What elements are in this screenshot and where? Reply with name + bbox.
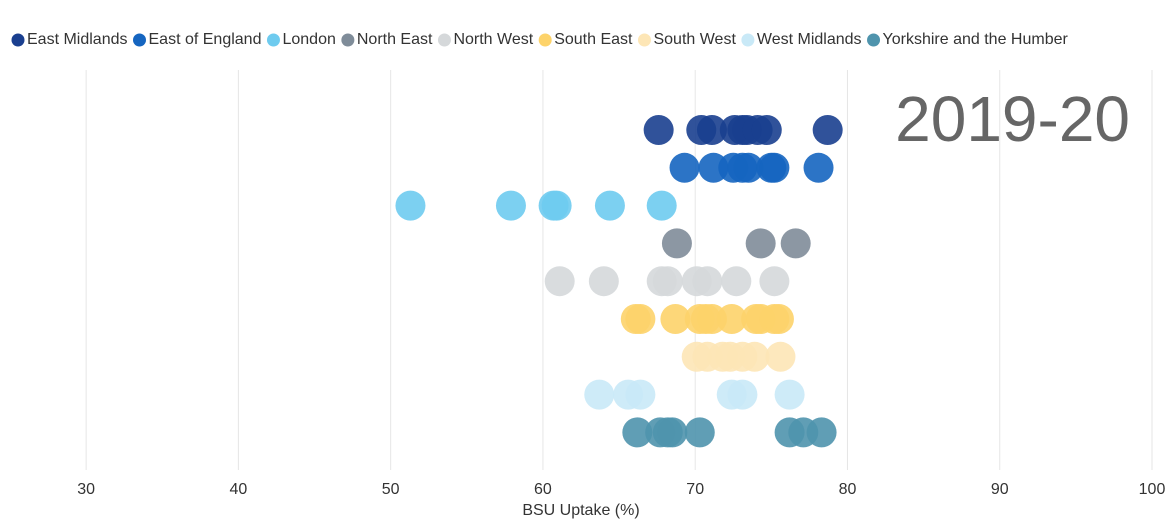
legend-swatch <box>266 33 280 47</box>
dot <box>759 152 790 183</box>
dot <box>643 115 674 145</box>
x-tick-label: 60 <box>534 481 552 498</box>
plot-area <box>85 70 1153 470</box>
dot <box>803 152 834 183</box>
dot <box>541 190 572 221</box>
legend-label: South East <box>554 31 633 48</box>
legend-label: East of England <box>149 31 262 48</box>
dot <box>780 228 811 259</box>
dot <box>625 304 656 334</box>
dot <box>669 152 700 183</box>
legend-swatch <box>637 33 651 47</box>
legend-swatch <box>341 33 355 47</box>
legend-swatch <box>437 33 451 47</box>
dot <box>806 417 837 448</box>
legend-label: West Midlands <box>757 31 862 48</box>
dot <box>594 190 625 221</box>
legend-swatch <box>867 33 881 47</box>
x-tick-label: 40 <box>230 481 248 498</box>
legend-label: South West <box>653 31 736 48</box>
dot <box>759 266 790 297</box>
x-tick-label: 70 <box>686 481 704 498</box>
dot <box>584 379 615 410</box>
dot <box>625 379 656 410</box>
x-axis-label: BSU Uptake (%) <box>522 502 639 519</box>
legend-label: East Midlands <box>27 31 128 48</box>
dot <box>588 266 619 297</box>
dot <box>739 341 770 372</box>
dot <box>774 379 805 410</box>
dot <box>812 115 843 145</box>
dot <box>733 152 764 183</box>
dot <box>721 266 752 297</box>
dot <box>661 228 692 259</box>
dot <box>495 190 526 221</box>
x-tick-label: 100 <box>1139 481 1166 498</box>
legend-label: Yorkshire and the Humber <box>883 31 1069 48</box>
dot <box>692 266 723 297</box>
legend-swatch <box>538 33 552 47</box>
legend-swatch <box>133 33 146 47</box>
dot <box>622 417 653 448</box>
x-tick-label: 30 <box>77 481 95 498</box>
dot <box>684 417 715 448</box>
dot <box>652 266 683 297</box>
year-annotation: 2019-20 <box>895 83 1130 155</box>
dot <box>765 341 796 372</box>
dot <box>544 266 575 297</box>
legend-swatch <box>741 33 755 47</box>
x-tick-label: 50 <box>382 481 400 498</box>
dot <box>745 228 776 259</box>
x-tick-label: 90 <box>991 481 1009 498</box>
legend-swatch <box>11 33 25 47</box>
legend-label: London <box>282 31 335 48</box>
dot <box>763 304 794 334</box>
legend-label: North West <box>453 31 533 48</box>
legend-label: North East <box>357 31 433 48</box>
dot <box>646 190 677 221</box>
dot <box>395 190 426 221</box>
dot <box>716 304 747 334</box>
dot <box>660 304 691 334</box>
dot <box>657 417 688 448</box>
dot <box>727 379 758 410</box>
x-tick-label: 80 <box>839 481 857 498</box>
dot <box>696 115 727 145</box>
dot <box>751 115 782 145</box>
